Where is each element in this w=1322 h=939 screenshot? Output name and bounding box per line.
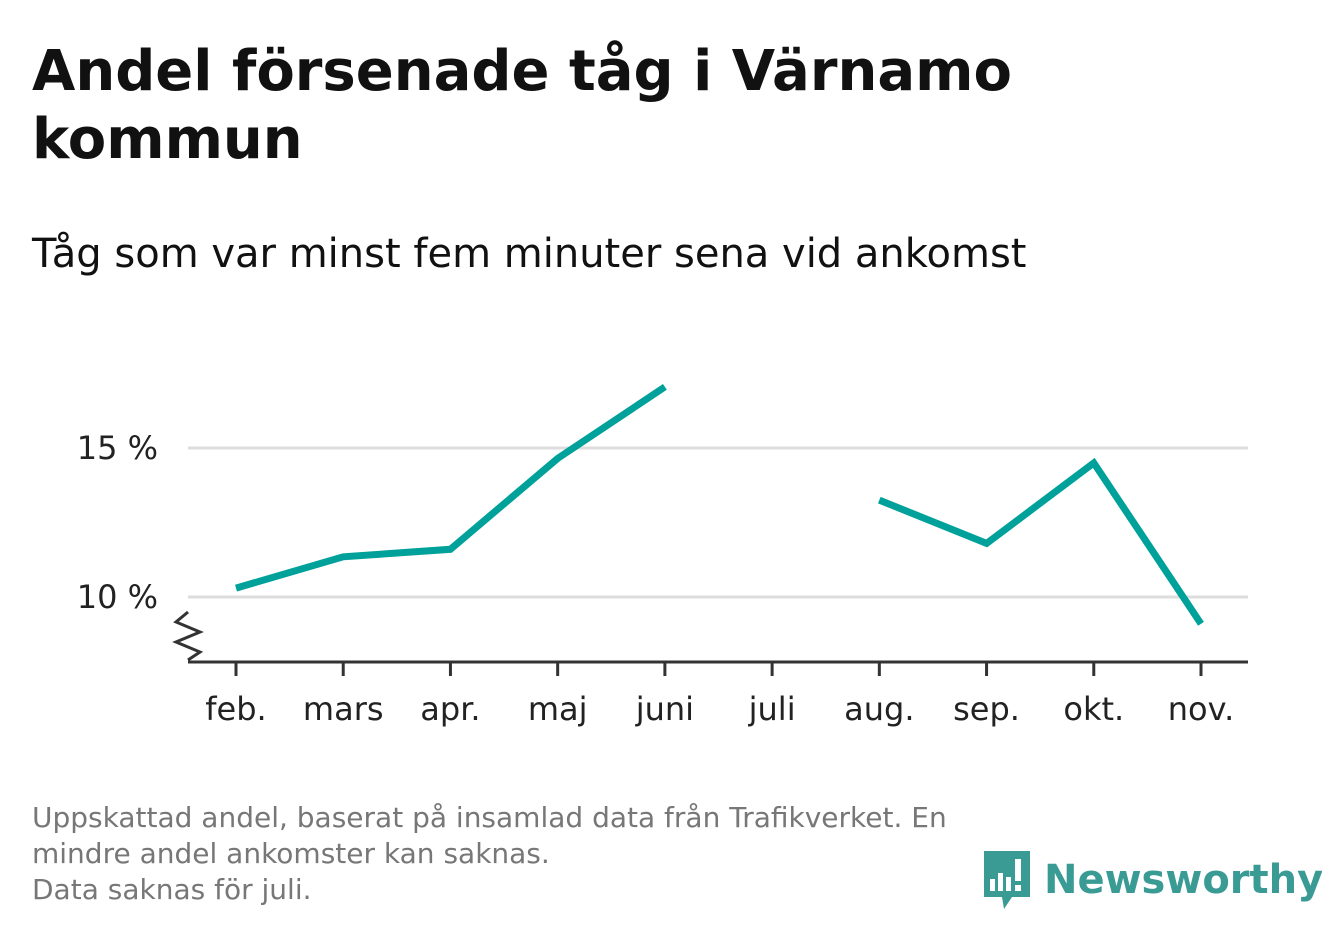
gridlines [188, 446, 1248, 599]
footnote-missing-data: Data saknas för juli. [32, 873, 312, 906]
x-tick-label: juni [635, 690, 694, 728]
x-tick-label: okt. [1063, 690, 1124, 728]
x-tick-label: apr. [420, 690, 480, 728]
y-tick-label: 10 % [77, 578, 158, 616]
x-tick-label: maj [528, 690, 588, 728]
x-tick-label: feb. [205, 690, 266, 728]
newsworthy-logo-icon [984, 851, 1030, 909]
y-axis-labels: 10 % 15 % [77, 429, 158, 616]
x-tick-label: mars [303, 690, 384, 728]
axis-break-icon [172, 610, 204, 662]
x-axis-labels: feb. mars apr. maj juni juli aug. sep. okt. nov. [205, 690, 1234, 728]
chart-title: Andel försenade tåg i Värnamo kommun [32, 39, 1012, 172]
x-tick-label: juli [748, 690, 796, 728]
brand-name: Newsworthy [1044, 857, 1322, 903]
footnote-source: Uppskattad andel, baserat på insamlad da… [32, 801, 947, 870]
series-line-segment [877, 457, 1204, 626]
x-tick-label: nov. [1168, 690, 1234, 728]
brand-logo: Newsworthy [982, 848, 1322, 912]
x-tick-label: sep. [953, 690, 1020, 728]
line-chart: 10 % 15 % feb. mars apr. maj juni juli aug. sep.… [77, 383, 1248, 728]
chart-subtitle: Tåg som var minst fem minuter sena vid a… [32, 231, 1027, 277]
series-line-segment [235, 383, 667, 592]
series [235, 383, 1204, 626]
x-tick-label: aug. [844, 690, 914, 728]
footnote: Uppskattad andel, baserat på insamlad da… [32, 800, 972, 908]
y-tick-label: 15 % [77, 429, 158, 467]
x-axis [172, 610, 1248, 676]
